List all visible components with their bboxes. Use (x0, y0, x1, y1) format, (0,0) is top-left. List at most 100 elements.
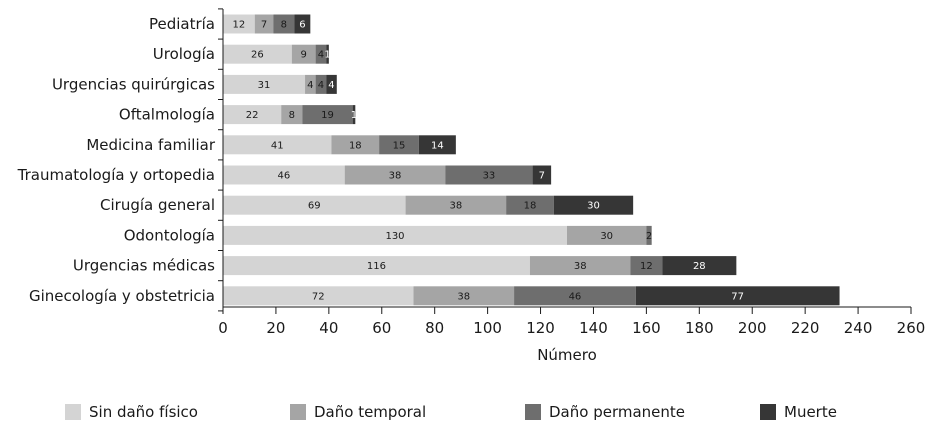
bar-segment (514, 286, 636, 306)
bar-segment (646, 225, 652, 245)
data-label: 38 (457, 291, 470, 302)
bar-segment (315, 74, 327, 94)
x-tick-label: 220 (791, 319, 820, 337)
bar-segment (331, 135, 380, 155)
category-label: Odontología (124, 226, 215, 244)
data-label: 30 (587, 201, 600, 212)
bar-segment (223, 195, 406, 215)
bar-segment (223, 165, 345, 185)
bar-segment (223, 74, 306, 94)
data-label: 1 (324, 50, 330, 61)
bar-segment (418, 135, 456, 155)
data-label: 18 (349, 140, 362, 151)
data-label: 41 (271, 140, 284, 151)
category-labels: Pediatría Urología Urgencias quirúrgicas Of… (17, 15, 216, 305)
data-label: 38 (449, 201, 462, 212)
bar-segment (294, 14, 311, 34)
x-tick-label: 20 (266, 319, 285, 337)
bar-segment (445, 165, 533, 185)
data-label: 8 (289, 110, 295, 121)
category-label: Oftalmología (119, 106, 215, 124)
data-label: 31 (258, 80, 271, 91)
category-label: Medicina familiar (86, 136, 216, 154)
bar-segment (223, 256, 530, 276)
bar-segment (302, 105, 353, 125)
x-tick-label: 100 (473, 319, 502, 337)
bar-segment (223, 225, 567, 245)
bar-segment (352, 105, 356, 125)
bar-segment (344, 165, 446, 185)
data-label: 6 (299, 20, 305, 31)
x-tick-label: 120 (526, 319, 555, 337)
x-tick-label: 80 (425, 319, 444, 337)
x-tick-label: 40 (319, 319, 338, 337)
category-label: Cirugía general (100, 196, 215, 214)
bar-segment (273, 14, 295, 34)
category-label: Pediatría (149, 15, 215, 33)
bar-segment (326, 74, 337, 94)
legend-swatch (290, 404, 306, 420)
data-label: 72 (312, 291, 325, 302)
bar-segment (506, 195, 554, 215)
data-label: 4 (318, 80, 324, 91)
data-label: 12 (233, 20, 246, 31)
bar-segment (281, 105, 303, 125)
bar-segment (413, 286, 515, 306)
category-label: Urgencias médicas (73, 257, 215, 275)
legend-swatch (760, 404, 776, 420)
data-label: 18 (524, 201, 537, 212)
data-label: 12 (640, 261, 653, 272)
data-label: 7 (261, 20, 267, 31)
data-label: 28 (693, 261, 706, 272)
legend-swatch (525, 404, 541, 420)
axes: 0 20 40 60 80 100 120 140 160 180 200 220 240 260 (218, 8, 926, 337)
data-label: 8 (281, 20, 287, 31)
x-tick-label: 200 (738, 319, 767, 337)
data-label: 46 (277, 171, 290, 182)
data-label: 46 (569, 291, 582, 302)
bar-segment (532, 165, 552, 185)
bar-segment (223, 105, 282, 125)
data-label: 69 (308, 201, 321, 212)
bar-segment (529, 256, 631, 276)
bar-segment (291, 44, 316, 64)
x-tick-label: 260 (897, 319, 926, 337)
bar-segment (630, 256, 663, 276)
x-tick-label: 160 (632, 319, 661, 337)
x-tick-label: 60 (372, 319, 391, 337)
data-label: 30 (600, 231, 613, 242)
bar-segment (223, 135, 332, 155)
data-label: 7 (539, 171, 545, 182)
bar-segment (223, 44, 292, 64)
bar-segment (305, 74, 316, 94)
legend-label: Muerte (784, 403, 837, 421)
data-label: 38 (574, 261, 587, 272)
data-label: 38 (389, 171, 402, 182)
data-label: 4 (318, 50, 324, 61)
category-label: Urgencias quirúrgicas (52, 75, 215, 93)
bar-segment (553, 195, 634, 215)
legend-swatch (65, 404, 81, 420)
bar-segment (223, 14, 255, 34)
data-label: 19 (321, 110, 334, 121)
bar-segment (315, 44, 327, 64)
category-label: Ginecología y obstetricia (29, 287, 215, 305)
data-label: 14 (431, 140, 444, 151)
x-tick-label: 240 (844, 319, 873, 337)
bar-segment (326, 44, 329, 64)
category-label: Traumatología y ortopedia (17, 166, 215, 184)
data-label: 4 (307, 80, 313, 91)
bar-segment (223, 286, 414, 306)
legend: Sin daño físico Daño temporal Daño permane… (65, 403, 837, 421)
legend-label: Sin daño físico (89, 403, 198, 421)
data-label: 2 (646, 231, 652, 242)
data-label: 77 (731, 291, 744, 302)
data-label: 26 (251, 50, 264, 61)
legend-label: Daño temporal (314, 403, 426, 421)
legend-label: Daño permanente (549, 403, 685, 421)
data-label: 22 (246, 110, 259, 121)
data-label: 9 (301, 50, 307, 61)
category-label: Urología (153, 45, 215, 63)
